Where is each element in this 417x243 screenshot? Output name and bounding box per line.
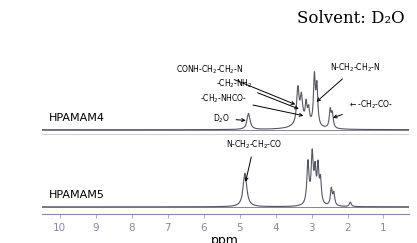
Text: HPAMAM4: HPAMAM4 [49,113,105,123]
Text: HPAMAM5: HPAMAM5 [49,190,105,200]
Text: CONH-CH$_2$-CH$_2$-N: CONH-CH$_2$-CH$_2$-N [176,63,294,104]
X-axis label: ppm: ppm [211,234,239,243]
Text: N-CH$_2$-CH$_2$-CO: N-CH$_2$-CH$_2$-CO [226,139,282,181]
Text: N-CH$_2$-CH$_2$-N: N-CH$_2$-CH$_2$-N [317,62,380,101]
Text: -CH$_2$-NHCO-: -CH$_2$-NHCO- [200,93,302,116]
Text: -CH$_2$-NH$_2$: -CH$_2$-NH$_2$ [216,77,298,109]
Text: $\leftarrow$-CH$_2$-CO-: $\leftarrow$-CH$_2$-CO- [334,98,393,118]
Text: D$_2$O: D$_2$O [214,112,245,125]
Text: Solvent: D₂O: Solvent: D₂O [297,10,404,27]
